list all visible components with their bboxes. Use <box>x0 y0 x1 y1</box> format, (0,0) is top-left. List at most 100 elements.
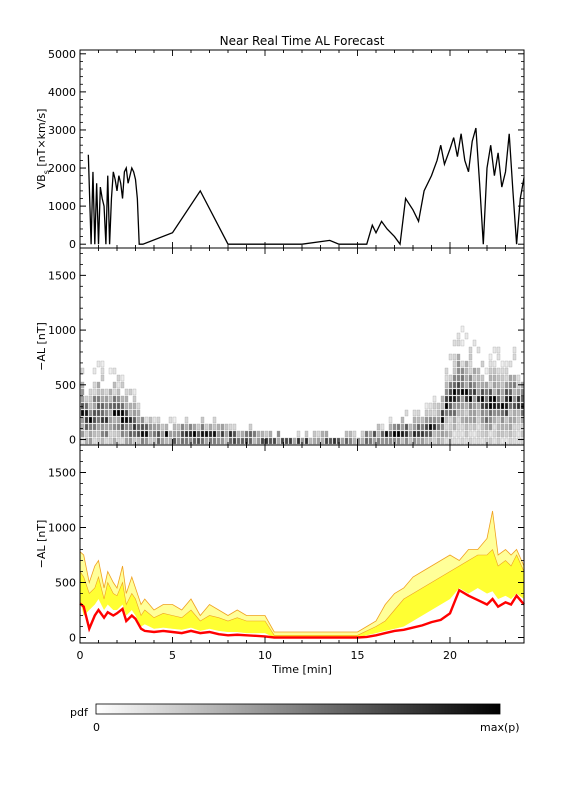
pdf-cell <box>116 416 121 424</box>
pdf-cell <box>492 402 497 410</box>
pdf-cell <box>468 430 473 438</box>
pdf-cell <box>104 416 109 424</box>
pdf-cell <box>268 430 273 438</box>
pdf-cell <box>460 360 465 368</box>
pdf-cell <box>112 395 117 403</box>
pdf-cell <box>504 381 509 389</box>
pdf-cell <box>452 402 457 410</box>
pdf-cell <box>96 409 101 417</box>
pdf-cell <box>468 437 473 445</box>
x-tick-label: 0 <box>77 649 84 662</box>
pdf-cell <box>180 430 185 438</box>
pdf-cell <box>472 409 477 417</box>
pdf-cell <box>428 409 433 417</box>
pdf-cell <box>456 416 461 424</box>
pdf-cell <box>124 395 129 403</box>
pdf-cell <box>116 437 121 445</box>
pdf-cell <box>108 388 113 396</box>
pdf-cell <box>220 430 225 438</box>
pdf-cell <box>444 381 449 389</box>
pdf-cell <box>376 437 381 445</box>
pdf-cell <box>484 395 489 403</box>
pdf-cell <box>124 409 129 417</box>
pdf-cell <box>112 402 117 410</box>
pdf-cell <box>344 437 349 445</box>
y-tick-label: 4000 <box>48 86 76 99</box>
pdf-cell <box>84 416 89 424</box>
pdf-cell <box>456 388 461 396</box>
pdf-cell <box>320 430 325 438</box>
pdf-cell <box>508 437 513 445</box>
pdf-cell <box>412 430 417 438</box>
pdf-cell <box>176 437 181 445</box>
pdf-cell <box>144 437 149 445</box>
pdf-cell <box>152 416 157 424</box>
pdf-cell <box>508 416 513 424</box>
pdf-cell <box>112 437 117 445</box>
pdf-cell <box>492 360 497 368</box>
pdf-cell <box>224 430 229 438</box>
pdf-cell <box>500 430 505 438</box>
pdf-cell <box>116 374 121 382</box>
pdf-cell <box>488 423 493 431</box>
pdf-cell <box>120 395 125 403</box>
pdf-cell <box>444 374 449 382</box>
pdf-cell <box>456 339 461 347</box>
pdf-cell <box>476 374 481 382</box>
pdf-cell <box>100 437 105 445</box>
pdf-cell <box>88 423 93 431</box>
pdf-cell <box>152 437 157 445</box>
pdf-cell <box>428 416 433 424</box>
pdf-cell <box>516 437 521 445</box>
pdf-cell <box>492 423 497 431</box>
pdf-cell <box>248 430 253 438</box>
pdf-cell <box>468 374 473 382</box>
pdf-cell <box>512 346 517 354</box>
pdf-cell <box>132 423 137 431</box>
pdf-cell <box>516 395 521 403</box>
pdf-cell <box>108 423 113 431</box>
pdf-cell <box>512 416 517 424</box>
pdf-cell <box>496 402 501 410</box>
pdf-cell <box>80 423 85 431</box>
pdf-cell <box>108 402 113 410</box>
pdf-cell <box>484 402 489 410</box>
pdf-cell <box>312 430 317 438</box>
pdf-cell <box>400 437 405 445</box>
pdf-cell <box>452 423 457 431</box>
pdf-cell <box>452 437 457 445</box>
pdf-cell <box>80 437 85 445</box>
pdf-cell <box>460 409 465 417</box>
pdf-cell <box>408 437 413 445</box>
pdf-cell <box>140 423 145 431</box>
pdf-cell <box>456 381 461 389</box>
pdf-cell <box>268 437 273 445</box>
pdf-cell <box>484 416 489 424</box>
pdf-cell <box>468 367 473 375</box>
pdf-cell <box>176 430 181 438</box>
pdf-cell <box>96 402 101 410</box>
pdf-cell <box>400 423 405 431</box>
pdf-cell <box>248 423 253 431</box>
pdf-cell <box>292 437 297 445</box>
pdf-cell <box>224 423 229 431</box>
pdf-cell <box>120 416 125 424</box>
pdf-cell <box>416 409 421 417</box>
pdf-cell <box>432 409 437 417</box>
pdf-cell <box>100 416 105 424</box>
pdf-cell <box>488 402 493 410</box>
pdf-cell <box>132 430 137 438</box>
pdf-cell <box>332 437 337 445</box>
pdf-cell <box>472 367 477 375</box>
pdf-cell <box>416 430 421 438</box>
pdf-cell <box>504 416 509 424</box>
pdf-cell <box>132 395 137 403</box>
pdf-cell <box>468 416 473 424</box>
pdf-cell <box>108 430 113 438</box>
pdf-cell <box>456 353 461 361</box>
pdf-cell <box>96 430 101 438</box>
pdf-cell <box>496 346 501 354</box>
pdf-cell <box>200 437 205 445</box>
pdf-cell <box>472 381 477 389</box>
pdf-cell <box>148 437 153 445</box>
